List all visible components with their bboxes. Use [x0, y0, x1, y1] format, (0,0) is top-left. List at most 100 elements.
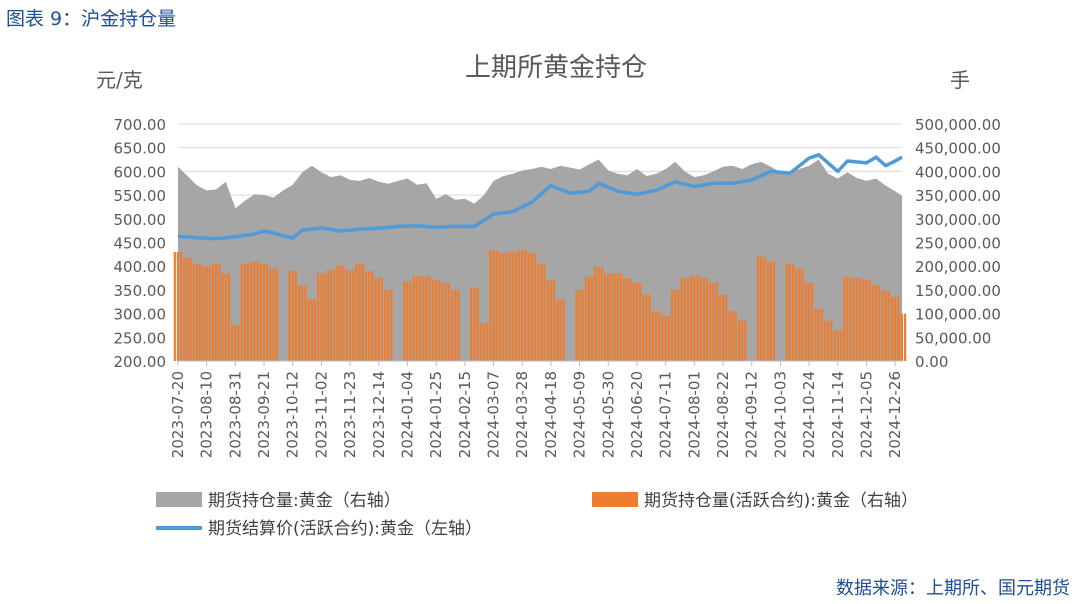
- active-oi-bar: [524, 249, 527, 361]
- active-oi-bar: [530, 252, 533, 361]
- legend-label: 期货结算价(活跃合约):黄金（左轴）: [208, 519, 482, 539]
- left-axis-unit: 元/克: [96, 68, 143, 92]
- source-note: 数据来源：上期所、国元期货: [836, 578, 1070, 599]
- active-oi-bar: [310, 299, 313, 361]
- active-oi-bar: [412, 275, 416, 361]
- right-tick-label: 250,000.00: [915, 235, 1001, 253]
- active-oi-bar: [642, 294, 645, 361]
- right-tick-label: 100,000.00: [915, 306, 1001, 324]
- active-oi-bar: [852, 278, 855, 361]
- active-oi-bar: [479, 323, 482, 361]
- active-oi-bar: [272, 268, 275, 361]
- active-oi-bar: [807, 282, 811, 361]
- active-oi-bar: [259, 263, 263, 361]
- active-oi-bar: [173, 252, 176, 361]
- active-oi-bar: [441, 282, 444, 361]
- active-oi-bar: [629, 278, 632, 361]
- active-oi-bar: [543, 263, 546, 361]
- active-oi-bar: [508, 252, 511, 361]
- active-oi-bar: [489, 249, 492, 361]
- active-oi-bar: [661, 316, 664, 361]
- active-oi-bar: [788, 263, 792, 361]
- axes-layer: 700.00 500,000.00 650.00 450,000.00 600.00 40…: [114, 116, 1001, 458]
- x-tick-label: 2024-10-03: [771, 371, 789, 458]
- active-oi-bar: [839, 330, 843, 361]
- active-oi-bar: [215, 263, 218, 361]
- active-oi-bar: [301, 285, 304, 361]
- x-tick-label: 2024-01-04: [399, 371, 417, 458]
- legend-swatch-active-oi: [592, 492, 638, 507]
- x-tick-label: 2023-08-31: [226, 371, 244, 458]
- active-oi-bar: [843, 276, 846, 361]
- x-tick-label: 2023-08-10: [198, 371, 216, 458]
- active-oi-bar: [690, 275, 693, 361]
- active-oi-bar: [686, 278, 690, 361]
- active-oi-bar: [473, 287, 476, 361]
- active-oi-bar: [256, 261, 259, 361]
- active-oi-bar: [741, 320, 744, 361]
- active-oi-bar: [584, 276, 588, 361]
- active-oi-bar: [830, 320, 833, 361]
- active-oi-bar: [231, 325, 234, 361]
- active-oi-bar: [377, 278, 380, 361]
- legend-label: 期货持仓量:黄金（右轴）: [208, 491, 401, 511]
- active-oi-bar: [792, 263, 795, 361]
- active-oi-bar: [435, 280, 438, 361]
- active-oi-bar: [581, 289, 584, 361]
- active-oi-bar: [234, 325, 237, 361]
- active-oi-bar: [591, 276, 594, 361]
- active-oi-bar: [355, 263, 358, 361]
- active-oi-bar: [897, 313, 900, 361]
- left-tick-label: 550.00: [114, 187, 167, 205]
- active-oi-bar: [814, 308, 817, 361]
- active-oi-bar: [604, 273, 607, 361]
- x-tick-label: 2024-08-22: [714, 371, 732, 458]
- x-tick-label: 2024-06-20: [628, 371, 646, 458]
- active-oi-bar: [588, 276, 591, 361]
- active-oi-bar: [693, 275, 696, 361]
- x-tick-label: 2023-09-21: [255, 371, 273, 458]
- active-oi-bar: [482, 323, 486, 361]
- active-oi-bar: [457, 289, 460, 361]
- active-oi-bar: [635, 282, 639, 361]
- right-tick-label: 450,000.00: [915, 140, 1001, 158]
- active-oi-bar: [798, 268, 801, 361]
- left-tick-label: 250.00: [114, 329, 167, 347]
- x-tick-label: 2024-05-30: [599, 371, 617, 458]
- active-oi-bar: [884, 290, 887, 361]
- active-oi-bar: [262, 263, 266, 361]
- active-oi-bar: [699, 278, 702, 361]
- active-oi-bar: [380, 278, 384, 361]
- active-oi-bar: [384, 289, 387, 361]
- right-tick-label: 500,000.00: [915, 116, 1001, 134]
- active-oi-bar: [186, 257, 189, 361]
- active-oi-bar: [858, 278, 862, 361]
- active-oi-bar: [243, 263, 247, 361]
- right-tick-label: 200,000.00: [915, 258, 1001, 276]
- right-tick-label: 300,000.00: [915, 211, 1001, 229]
- active-oi-bar: [600, 267, 603, 361]
- active-oi-bar: [702, 278, 706, 361]
- active-oi-bar: [326, 270, 329, 361]
- active-oi-bar: [345, 270, 349, 361]
- active-oi-bar: [183, 257, 186, 361]
- active-oi-bar: [492, 249, 495, 361]
- active-oi-bar: [521, 249, 524, 361]
- active-oi-bar: [511, 252, 514, 361]
- right-axis-unit: 手: [950, 68, 970, 92]
- active-oi-bar: [438, 280, 441, 361]
- left-tick-label: 500.00: [114, 211, 167, 229]
- active-oi-bar: [639, 282, 642, 361]
- left-tick-label: 450.00: [114, 235, 167, 253]
- active-oi-bar: [731, 311, 734, 361]
- active-oi-bar: [715, 282, 718, 361]
- active-oi-bar: [562, 299, 565, 361]
- active-oi-bar: [900, 313, 904, 361]
- active-oi-bar: [374, 278, 377, 361]
- active-oi-bar: [744, 320, 747, 361]
- active-oi-bar: [240, 263, 243, 361]
- active-oi-bar: [862, 279, 865, 361]
- active-oi-bar: [352, 270, 355, 361]
- x-tick-label: 2024-05-09: [571, 371, 589, 458]
- active-oi-bar: [578, 289, 581, 361]
